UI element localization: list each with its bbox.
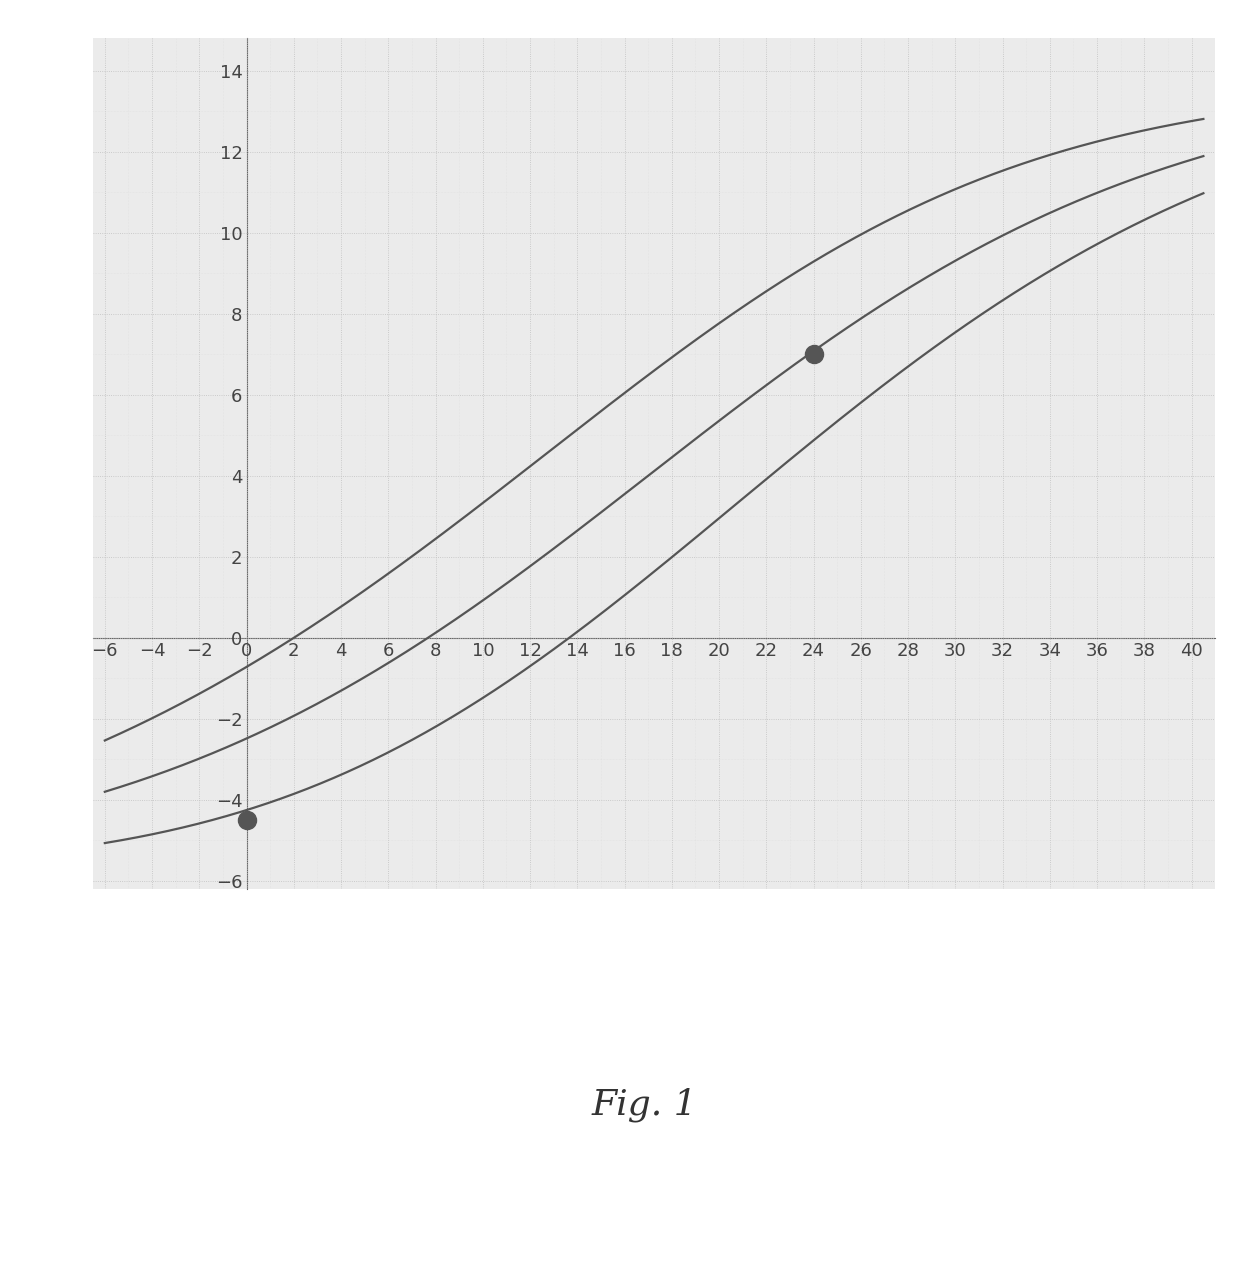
Text: Fig. 1: Fig. 1	[591, 1087, 698, 1123]
